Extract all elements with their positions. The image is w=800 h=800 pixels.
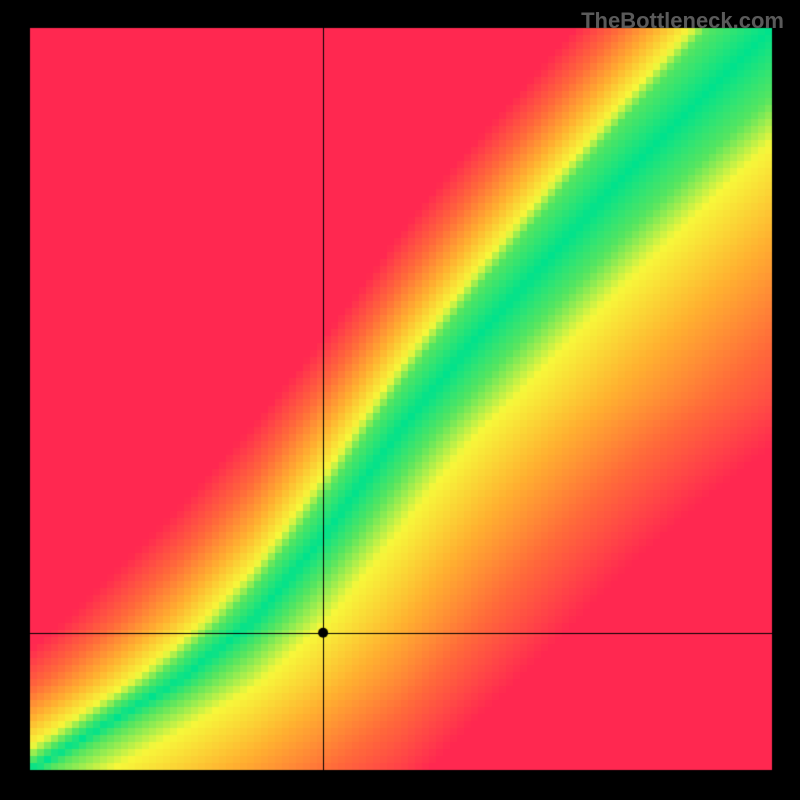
watermark-text: TheBottleneck.com — [581, 8, 784, 34]
bottleneck-heatmap — [0, 0, 800, 800]
